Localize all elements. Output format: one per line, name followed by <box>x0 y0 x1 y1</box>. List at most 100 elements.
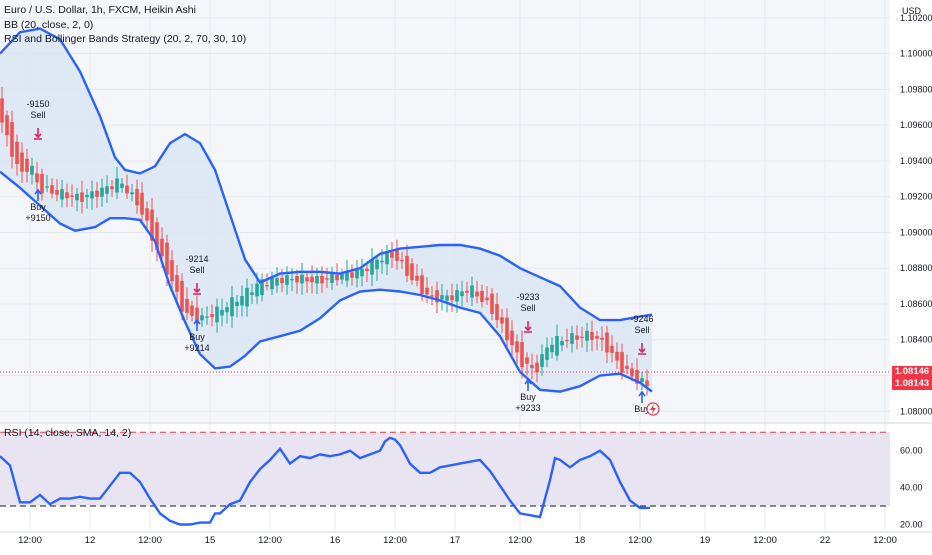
candle-body <box>270 277 274 290</box>
candle-body <box>570 333 574 344</box>
candle-body <box>140 192 144 215</box>
candle-body <box>110 186 114 190</box>
candle-body <box>280 277 284 284</box>
candle-body <box>395 249 399 261</box>
last-price-label: 1.08146 <box>892 366 932 378</box>
rsi-axis-tick: 20.00 <box>900 519 923 529</box>
candle-body <box>255 283 259 297</box>
candle-body <box>155 222 159 250</box>
time-axis-tick: 12 <box>85 535 96 546</box>
buy-arrow-icon <box>34 188 42 201</box>
price-axis-tick: 1.08800 <box>900 263 932 273</box>
candle-body <box>260 279 264 296</box>
candle-body <box>335 274 339 281</box>
candle-body <box>135 188 139 206</box>
candle-body <box>290 279 294 281</box>
candle-body <box>560 340 564 346</box>
candle-body <box>565 340 569 342</box>
sell-arrow-icon <box>638 343 646 355</box>
candle-body <box>5 115 9 136</box>
candle-body <box>405 255 409 276</box>
price-axis-tick: 1.10200 <box>900 13 932 23</box>
candle-body <box>120 183 124 188</box>
candle-body <box>540 354 544 367</box>
candle-body <box>575 335 579 340</box>
candle-body <box>285 275 289 285</box>
candle-body <box>150 209 154 241</box>
candle-body <box>40 173 44 194</box>
candle-body <box>25 158 29 172</box>
candle-body <box>325 278 329 280</box>
candle-body <box>510 330 514 346</box>
candle-body <box>495 304 499 321</box>
candle-body <box>185 298 189 313</box>
candle-body <box>210 314 214 318</box>
candle-body <box>190 305 194 316</box>
candle-body <box>485 297 489 301</box>
candle-body <box>475 291 479 297</box>
candle-body <box>525 357 529 364</box>
price-axis-tick: 1.09200 <box>900 192 932 202</box>
buy-signal-label: +9150 <box>25 213 50 223</box>
sell-signal-label: Sell <box>520 303 535 313</box>
candle-body <box>310 276 314 283</box>
candle-body <box>580 336 584 338</box>
sell-signal-label: Sell <box>30 110 45 120</box>
candle-body <box>220 309 224 316</box>
candle-body <box>0 98 4 123</box>
time-axis-tick: 12:00 <box>628 535 652 546</box>
candle-body <box>425 287 429 295</box>
candle-body <box>85 194 89 198</box>
buy-arrow-icon <box>638 390 646 403</box>
candle-body <box>385 252 389 265</box>
candle-body <box>455 290 459 302</box>
candle-body <box>15 141 19 165</box>
candle-body <box>175 275 179 292</box>
sell-signal-label: -9214 <box>185 254 208 264</box>
bb-legend[interactable]: BB (20, close, 2, 0) <box>4 19 94 31</box>
candle-body <box>440 295 444 300</box>
buy-signal-label: +9233 <box>515 403 540 413</box>
symbol-title[interactable]: Euro / U.S. Dollar, 1h, FXCM, Heikin Ash… <box>4 4 196 16</box>
candle-body <box>595 336 599 339</box>
alert-icon-bolt <box>650 404 656 414</box>
candle-body <box>205 316 209 318</box>
candle-body <box>450 295 454 301</box>
candle-body <box>605 332 609 353</box>
candle-body <box>45 186 49 188</box>
candle-body <box>90 191 94 199</box>
candles-group <box>0 86 649 396</box>
candle-body <box>535 362 539 373</box>
price-axis-tick: 1.09800 <box>900 84 932 94</box>
buy-signal-label: Buy <box>189 332 205 342</box>
candle-body <box>225 307 229 313</box>
strategy-legend[interactable]: RSI and Bollinger Bands Strategy (20, 2,… <box>4 33 247 45</box>
candle-body <box>380 260 384 263</box>
candle-body <box>645 380 649 387</box>
price-axis-tick: 1.09600 <box>900 120 932 130</box>
candle-body <box>50 185 54 194</box>
buy-signal-label: Buy <box>634 404 650 414</box>
candle-body <box>355 269 359 279</box>
sell-signal-label: Sell <box>189 265 204 275</box>
candle-body <box>615 351 619 361</box>
candle-body <box>30 165 34 175</box>
bb-upper-line <box>0 27 653 322</box>
rsi-axis-tick: 60.00 <box>900 446 923 456</box>
candle-body <box>100 187 104 197</box>
candle-body <box>70 195 74 197</box>
candle-body <box>95 190 99 197</box>
time-axis-tick: 12:00 <box>753 535 777 546</box>
rsi-legend[interactable]: RSI (14, close, SMA, 14, 2) <box>4 427 132 439</box>
candle-body <box>165 242 169 275</box>
candle-body <box>300 274 304 284</box>
sell-signal-label: Sell <box>634 325 649 335</box>
candle-body <box>365 268 369 272</box>
candle-body <box>390 252 394 258</box>
candle-body <box>360 268 364 277</box>
candle-body <box>490 293 494 314</box>
candle-body <box>630 368 634 377</box>
candle-body <box>375 259 379 270</box>
